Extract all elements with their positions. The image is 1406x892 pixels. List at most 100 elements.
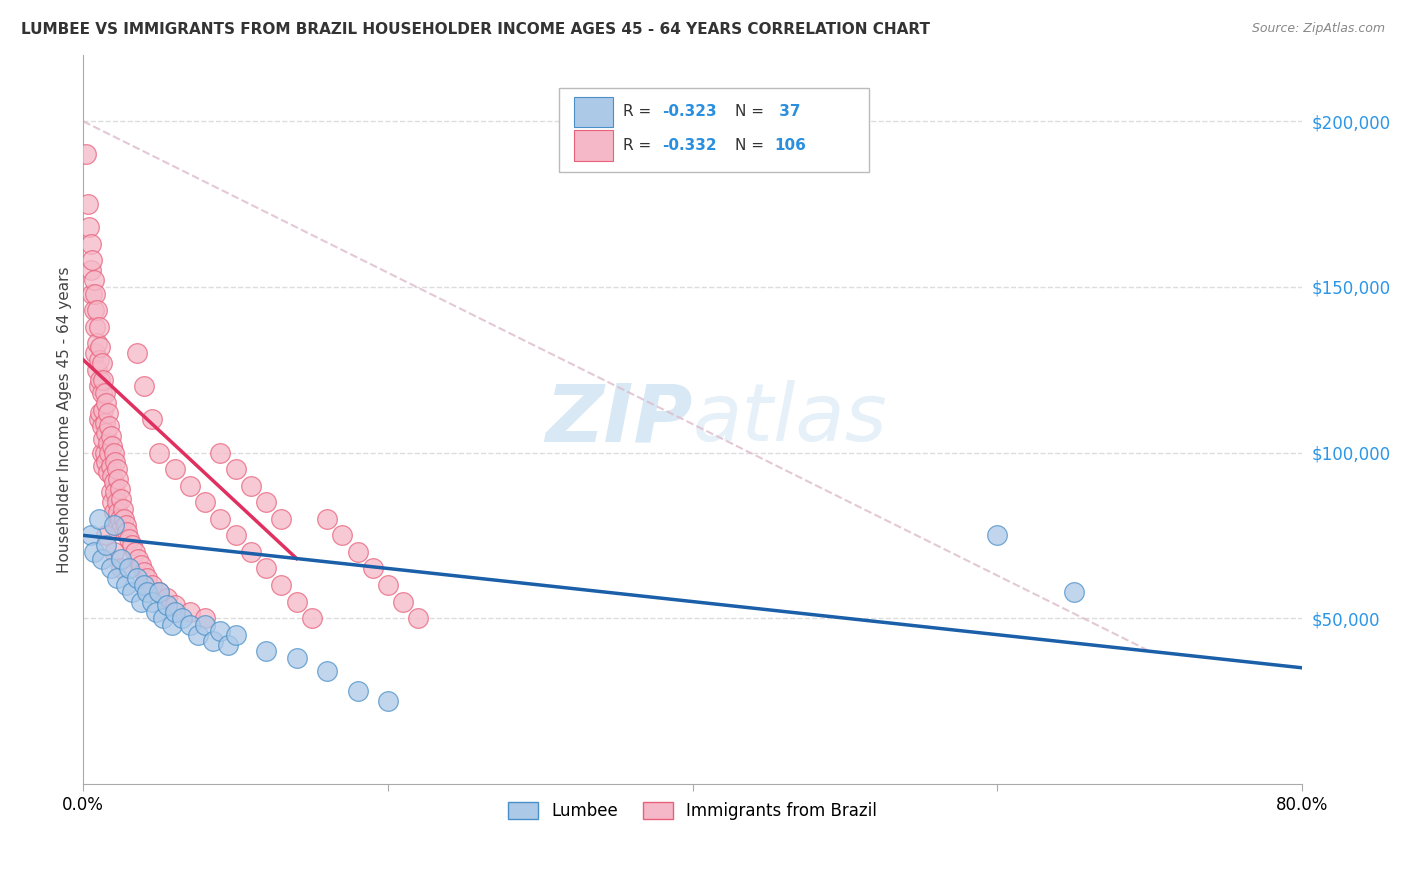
Point: [129, 594, 152, 608]
Point: [93, 416, 115, 430]
Point: [129, 558, 152, 573]
Point: [94, 455, 117, 469]
Point: [179, 617, 201, 632]
Point: [82, 253, 104, 268]
Point: [134, 578, 156, 592]
Point: [152, 611, 174, 625]
Point: [163, 605, 186, 619]
Point: [84, 286, 107, 301]
Point: [87, 319, 110, 334]
Point: [125, 346, 148, 360]
Point: [125, 571, 148, 585]
Point: [361, 561, 384, 575]
Point: [103, 545, 125, 559]
Point: [270, 578, 292, 592]
Point: [86, 336, 108, 351]
Point: [84, 346, 107, 360]
Point: [316, 512, 339, 526]
Point: [91, 402, 114, 417]
Point: [117, 524, 139, 539]
Point: [90, 551, 112, 566]
Point: [225, 628, 247, 642]
Point: [80, 263, 103, 277]
Point: [346, 684, 368, 698]
Point: [225, 462, 247, 476]
Point: [316, 664, 339, 678]
Point: [110, 491, 132, 506]
Point: [86, 303, 108, 318]
Point: [377, 578, 399, 592]
Y-axis label: Householder Income Ages 45 - 64 years: Householder Income Ages 45 - 64 years: [58, 266, 72, 573]
Point: [239, 478, 262, 492]
Point: [80, 236, 103, 251]
Text: -0.323: -0.323: [662, 104, 717, 120]
Point: [97, 466, 120, 480]
Point: [98, 419, 121, 434]
Point: [100, 485, 122, 500]
Point: [101, 468, 124, 483]
Point: [101, 439, 124, 453]
Point: [172, 611, 194, 625]
Point: [285, 594, 308, 608]
Point: [179, 478, 201, 492]
Point: [285, 651, 308, 665]
Text: ZIP: ZIP: [546, 380, 693, 458]
Point: [83, 303, 105, 318]
Point: [110, 522, 132, 536]
Point: [392, 594, 415, 608]
Point: [118, 532, 141, 546]
Point: [115, 518, 138, 533]
Point: [156, 598, 179, 612]
Point: [91, 432, 114, 446]
Point: [108, 482, 131, 496]
Text: atlas: atlas: [693, 380, 887, 458]
Point: [301, 611, 323, 625]
Point: [75, 147, 97, 161]
Point: [156, 591, 179, 606]
Point: [105, 522, 128, 536]
Point: [107, 472, 129, 486]
Point: [97, 406, 120, 420]
Point: [148, 584, 170, 599]
Point: [103, 505, 125, 519]
Point: [105, 571, 128, 585]
Point: [141, 578, 163, 592]
Point: [118, 561, 141, 575]
Point: [91, 458, 114, 473]
Point: [145, 605, 167, 619]
Text: N =: N =: [735, 104, 769, 120]
Point: [83, 545, 105, 559]
Point: [104, 485, 127, 500]
Point: [330, 528, 353, 542]
Point: [103, 518, 125, 533]
Point: [141, 594, 163, 608]
Point: [179, 605, 201, 619]
Point: [89, 373, 111, 387]
Point: [104, 455, 127, 469]
Point: [209, 445, 232, 459]
Point: [79, 220, 101, 235]
Point: [87, 352, 110, 367]
Point: [93, 386, 115, 401]
Point: [163, 598, 186, 612]
Point: [100, 429, 122, 443]
FancyBboxPatch shape: [558, 88, 869, 172]
Point: [187, 628, 209, 642]
Point: [110, 561, 132, 575]
Text: 37: 37: [775, 104, 801, 120]
Point: [136, 571, 159, 585]
Point: [163, 462, 186, 476]
Point: [100, 561, 122, 575]
Point: [105, 495, 128, 509]
Point: [986, 528, 1008, 542]
Text: R =: R =: [623, 104, 657, 120]
Point: [101, 495, 124, 509]
FancyBboxPatch shape: [575, 130, 613, 161]
Point: [111, 501, 134, 516]
Point: [110, 551, 132, 566]
Point: [103, 445, 125, 459]
Point: [124, 545, 146, 559]
Point: [209, 624, 232, 639]
Point: [194, 611, 217, 625]
Point: [107, 505, 129, 519]
